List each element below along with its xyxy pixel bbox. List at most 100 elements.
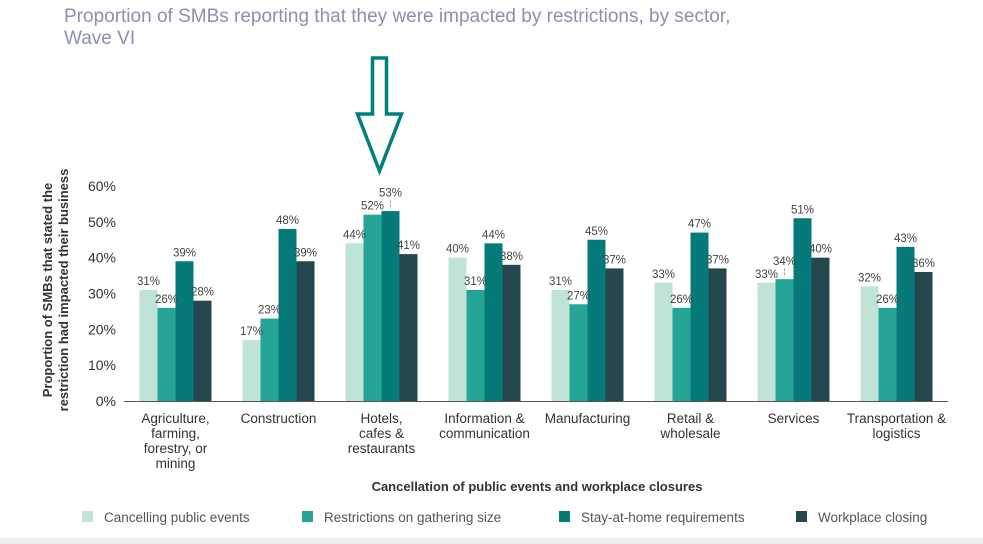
legend-label: Restrictions on gathering size xyxy=(324,510,501,525)
data-label: 43% xyxy=(894,233,917,245)
data-label: 26% xyxy=(670,294,693,306)
y-axis-label: Proportion of SMBs that stated the xyxy=(40,183,55,398)
data-label: 31% xyxy=(464,276,487,288)
bar xyxy=(605,268,624,401)
bar xyxy=(502,264,521,401)
y-tick-label: 50% xyxy=(88,214,116,230)
x-category-label: Manufacturing xyxy=(545,411,631,426)
bar xyxy=(484,243,503,401)
bar xyxy=(793,218,812,401)
bar xyxy=(860,286,879,401)
bar xyxy=(569,304,588,401)
data-label: 27% xyxy=(567,290,590,302)
x-category-label: mining xyxy=(156,456,196,471)
legend-swatch xyxy=(559,511,570,522)
y-axis-label: restriction had impacted their business xyxy=(56,169,71,412)
x-category-label: logistics xyxy=(872,426,920,441)
legend-swatch xyxy=(302,511,313,522)
x-category-label: communication xyxy=(439,426,530,441)
y-tick-label: 30% xyxy=(88,286,116,302)
y-tick-label: 40% xyxy=(88,250,116,266)
bar xyxy=(157,307,176,401)
data-label: 17% xyxy=(240,326,263,338)
bar xyxy=(690,232,709,401)
bar xyxy=(363,214,382,401)
data-label: 31% xyxy=(549,276,572,288)
legend-label: Stay-at-home requirements xyxy=(581,510,745,525)
bar xyxy=(775,279,794,401)
bar xyxy=(914,272,933,401)
bar xyxy=(278,229,297,401)
data-label: 44% xyxy=(343,229,366,241)
x-category-label: restaurants xyxy=(348,441,416,456)
data-label: 26% xyxy=(876,294,899,306)
data-label: 52% xyxy=(361,201,384,213)
y-tick-label: 10% xyxy=(88,357,116,373)
bar xyxy=(551,289,570,401)
data-label: 37% xyxy=(706,254,729,266)
x-category-label: wholesale xyxy=(659,426,720,441)
data-label: 39% xyxy=(294,247,317,259)
data-label: 48% xyxy=(276,215,299,227)
bar xyxy=(466,289,485,401)
bar xyxy=(654,282,673,401)
legend-label: Workplace closing xyxy=(818,510,927,525)
legend-swatch xyxy=(82,511,93,522)
data-label: 23% xyxy=(258,305,281,317)
data-label: 34% xyxy=(773,256,796,268)
x-category-label: forestry, or xyxy=(144,441,208,456)
x-category-label: farming, xyxy=(151,426,200,441)
data-label: 51% xyxy=(791,204,814,216)
bar xyxy=(811,257,830,401)
bar xyxy=(399,254,418,401)
legend-label: Cancelling public events xyxy=(104,510,250,525)
data-label: 40% xyxy=(809,244,832,256)
data-label: 39% xyxy=(173,247,196,259)
data-label: 47% xyxy=(688,219,711,231)
bar xyxy=(587,239,606,401)
data-label: 33% xyxy=(652,269,675,281)
x-category-label: Transportation & xyxy=(847,411,946,426)
chart-title: Proportion of SMBs reporting that they w… xyxy=(64,6,731,49)
bar xyxy=(296,261,315,401)
bar xyxy=(757,282,776,401)
y-tick-label: 20% xyxy=(88,321,116,337)
bar xyxy=(448,257,467,401)
bar xyxy=(175,261,194,401)
data-label: 53% xyxy=(379,188,402,200)
bar xyxy=(896,246,915,401)
bar xyxy=(708,268,727,401)
data-label: 45% xyxy=(585,226,608,238)
data-label: 37% xyxy=(603,254,626,266)
bar xyxy=(260,318,279,401)
y-tick-label: 60% xyxy=(88,178,116,194)
data-label: 32% xyxy=(858,272,881,284)
data-label: 33% xyxy=(755,269,778,281)
bar xyxy=(193,300,212,401)
x-category-label: Construction xyxy=(241,411,317,426)
data-label: 41% xyxy=(397,240,420,252)
x-axis-title: Cancellation of public events and workpl… xyxy=(372,479,703,494)
data-label: 26% xyxy=(155,294,178,306)
data-label: 31% xyxy=(137,276,160,288)
data-label: 40% xyxy=(446,244,469,256)
x-category-label: Hotels, xyxy=(360,411,402,426)
data-label: 28% xyxy=(191,287,214,299)
data-label: 44% xyxy=(482,229,505,241)
x-category-label: Services xyxy=(768,411,820,426)
bar xyxy=(139,289,158,401)
bar xyxy=(242,340,261,401)
bar xyxy=(672,307,691,401)
x-category-label: cafes & xyxy=(359,426,404,441)
legend-swatch xyxy=(796,511,807,522)
bar xyxy=(878,307,897,401)
data-label: 36% xyxy=(912,258,935,270)
bar xyxy=(345,243,364,401)
x-category-label: Agriculture, xyxy=(141,411,209,426)
bar xyxy=(381,211,400,401)
x-category-label: Information & xyxy=(444,411,524,426)
annotation-arrow-icon xyxy=(354,56,405,176)
data-label: 38% xyxy=(500,251,523,263)
y-tick-label: 0% xyxy=(96,393,116,409)
